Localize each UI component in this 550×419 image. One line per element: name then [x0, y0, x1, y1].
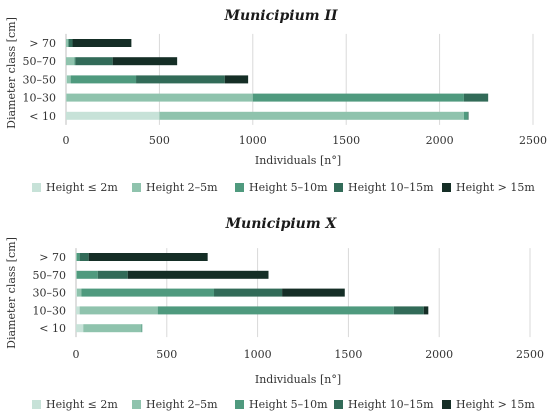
- x-tick-label: 0: [63, 134, 70, 147]
- bar-segment: [76, 270, 98, 279]
- legend-label: Height 10–15m: [348, 181, 434, 194]
- legend-swatch: [235, 400, 244, 409]
- bar-segment: [79, 253, 89, 261]
- legend-swatch: [334, 400, 343, 409]
- bar-segment: [463, 93, 489, 102]
- bar-segment: [423, 306, 429, 315]
- x-tick-label: 2500: [516, 348, 544, 361]
- chart-municipium-x: Municipium X Diameter class [cm] Individ…: [5, 216, 544, 411]
- bar-segment: [70, 75, 137, 84]
- bar-segment: [136, 75, 225, 84]
- bar-segment: [74, 57, 76, 66]
- y-tick-label: > 70: [39, 251, 66, 264]
- bar-segment: [127, 270, 269, 279]
- legend-swatch: [32, 400, 41, 409]
- legend-label: Height 2–5m: [146, 181, 218, 194]
- bar-segment: [66, 57, 75, 66]
- bar-segment: [66, 75, 71, 84]
- bar-segment: [68, 39, 73, 47]
- legend-label: Height 2–5m: [146, 398, 218, 411]
- bar-segment: [66, 93, 67, 102]
- y-tick-label: < 10: [39, 322, 66, 335]
- bar-segment: [76, 324, 84, 333]
- legend-label: Height 5–10m: [249, 398, 328, 411]
- y-axis-label: Diameter class [cm]: [5, 17, 18, 129]
- legend-swatch: [442, 183, 451, 192]
- x-tick-label: 0: [73, 348, 80, 361]
- bar-segment: [79, 306, 158, 315]
- bar-segment: [393, 306, 424, 315]
- legend-swatch: [32, 183, 41, 192]
- x-axis-label: Individuals [n°]: [255, 154, 341, 167]
- bar-segment: [224, 75, 249, 84]
- bar-segment: [76, 270, 77, 279]
- bar-segment: [72, 39, 132, 47]
- bar-segment: [214, 288, 283, 297]
- legend: Height ≤ 2m Height 2–5m Height 5–10m Height…: [32, 398, 535, 411]
- chart-title: Municipium II: [223, 8, 338, 24]
- bar-segment: [463, 111, 468, 120]
- y-tick-label: < 10: [29, 110, 56, 123]
- legend-swatch: [132, 400, 141, 409]
- y-tick-label: 10–30: [23, 92, 57, 105]
- bar-segment: [112, 57, 178, 66]
- legend-label: Height ≤ 2m: [46, 398, 118, 411]
- legend-label: Height 5–10m: [249, 181, 328, 194]
- bar-segment: [66, 93, 253, 102]
- bar-segment: [252, 93, 464, 102]
- bar-segment: [157, 306, 394, 315]
- x-tick-label: 2000: [425, 348, 453, 361]
- legend-label: Height 10–15m: [348, 398, 434, 411]
- legend: Height ≤ 2m Height 2–5m Height 5–10m Height…: [32, 181, 535, 194]
- chart-municipium-ii: Municipium II Diameter class [cm] Indivi…: [5, 8, 547, 194]
- legend-label: Height > 15m: [456, 181, 535, 194]
- legend-swatch: [442, 400, 451, 409]
- bar-segment: [76, 253, 77, 261]
- y-tick-label: 50–70: [23, 55, 57, 68]
- x-tick-label: 1500: [332, 134, 360, 147]
- y-tick-label: 50–70: [33, 269, 67, 282]
- y-tick-label: 10–30: [33, 304, 67, 317]
- plot-area: 0 500 1000 1500 2000 2500 < 10 10–30 30–50 50–70 >…: [23, 33, 547, 147]
- x-axis-label: Individuals [n°]: [255, 373, 341, 386]
- legend-swatch: [334, 183, 343, 192]
- x-tick-label: 500: [156, 348, 177, 361]
- y-axis-label: Diameter class [cm]: [5, 237, 18, 349]
- bar-segment: [76, 306, 80, 315]
- bar-segment: [66, 75, 67, 84]
- chart-title: Municipium X: [225, 216, 338, 232]
- bar-segment: [88, 253, 208, 261]
- bar-segment: [467, 111, 469, 120]
- bar-segment: [83, 324, 142, 333]
- y-tick-label: 30–50: [23, 73, 57, 86]
- bar-segment: [81, 288, 215, 297]
- bar-segment: [75, 57, 113, 66]
- bar-segment: [282, 288, 345, 297]
- bar-segment: [76, 288, 77, 297]
- x-tick-label: 1500: [334, 348, 362, 361]
- x-tick-label: 2000: [426, 134, 454, 147]
- legend-label: Height ≤ 2m: [46, 181, 118, 194]
- bar-segment: [67, 39, 69, 47]
- legend-swatch: [235, 183, 244, 192]
- bar-segment: [76, 253, 80, 261]
- bar-segment: [66, 39, 68, 47]
- x-tick-label: 1000: [244, 348, 272, 361]
- y-tick-label: 30–50: [33, 287, 67, 300]
- x-tick-label: 2500: [519, 134, 547, 147]
- bar-segment: [97, 270, 128, 279]
- bar-segment: [159, 111, 464, 120]
- y-tick-label: > 70: [29, 37, 56, 50]
- legend-swatch: [132, 183, 141, 192]
- bar-segment: [76, 288, 82, 297]
- x-tick-label: 500: [149, 134, 170, 147]
- plot-area: 0 500 1000 1500 2000 2500 < 10 10–30 30–50 50–70 >…: [33, 248, 544, 361]
- bar-segment: [141, 324, 143, 333]
- bar-segment: [66, 111, 160, 120]
- legend-label: Height > 15m: [456, 398, 535, 411]
- x-tick-label: 1000: [239, 134, 267, 147]
